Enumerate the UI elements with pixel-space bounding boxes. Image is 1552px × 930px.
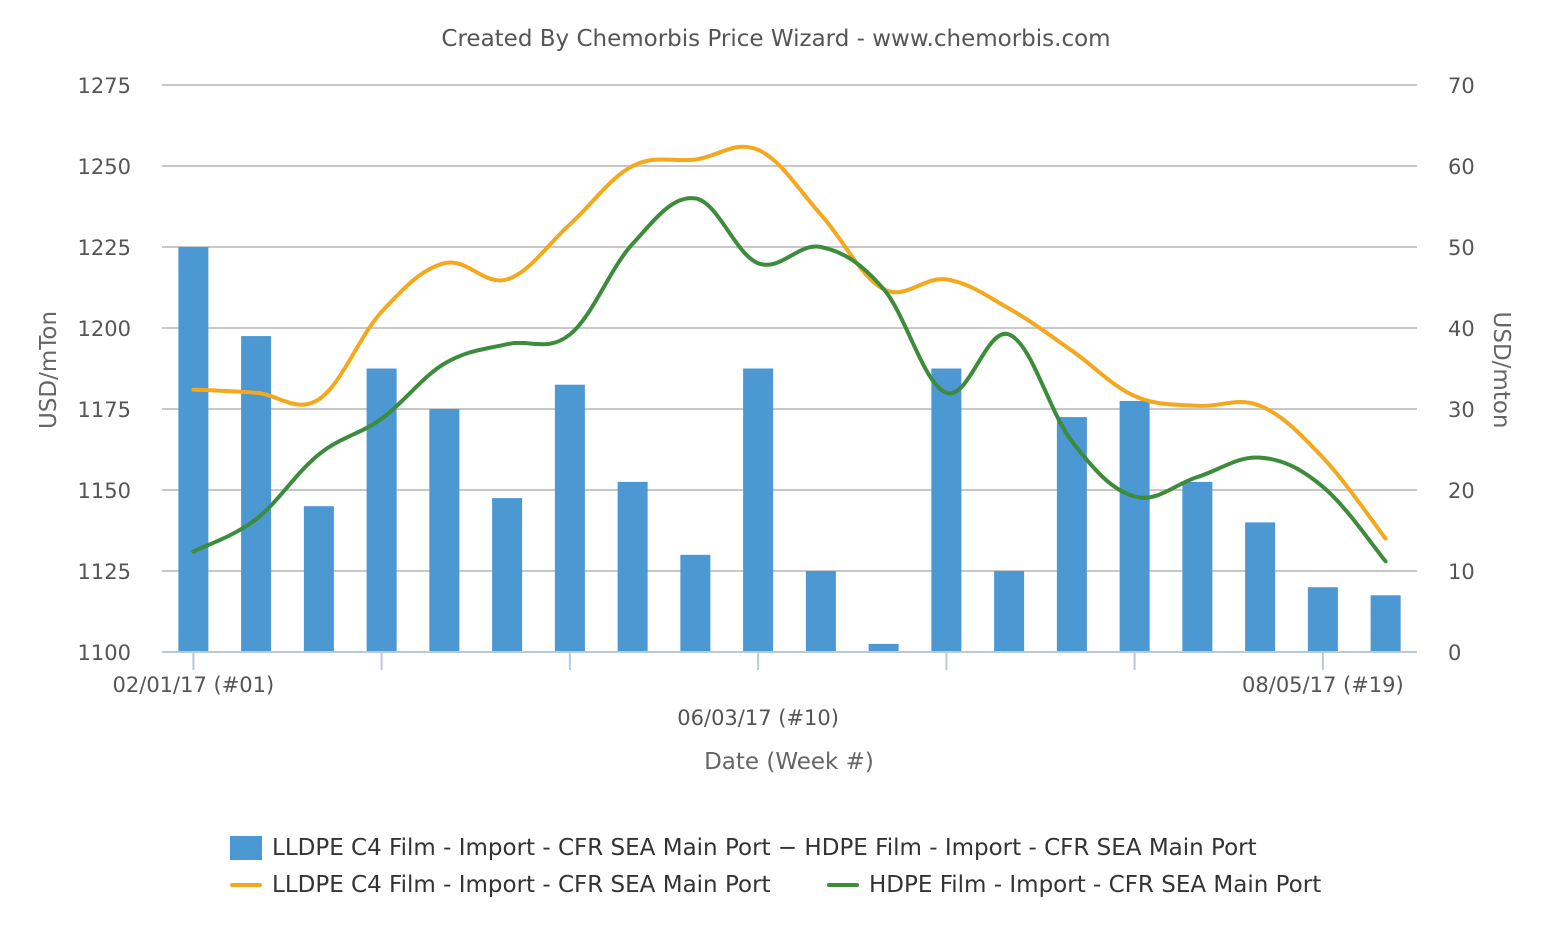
bar [680,554,711,652]
bar [554,384,585,652]
y-axis-label-left: USD/mTon [36,311,62,429]
bar [1307,587,1338,652]
x-axis-label: Date (Week #) [704,749,874,775]
line-lldpe [191,144,1388,541]
x-tick-label: 06/03/17 (#10) [677,706,839,730]
y-tick-label-right: 0 [1448,641,1461,665]
bar [868,643,899,652]
y-tick-label-left: 1100 [78,641,131,665]
x-tick-label: 02/01/17 (#01) [113,673,275,697]
y-tick-label-left: 1275 [78,74,131,98]
bar [1245,522,1276,652]
legend-swatch-bar [230,836,262,860]
bar [994,571,1025,652]
legend-item-hdpe[interactable]: HDPE Film - Import - CFR SEA Main Port [827,872,1321,898]
line-hdpe [191,196,1388,564]
y-tick-label-right: 10 [1448,560,1475,584]
y-tick-label-left: 1200 [78,317,131,341]
bar [805,571,836,652]
y-tick-label-right: 70 [1448,74,1475,98]
legend-swatch-lldpe [230,883,262,887]
bar [178,247,209,652]
bar [429,409,460,652]
bar [743,368,774,652]
chart-title: Created By Chemorbis Price Wizard - www.… [441,26,1111,52]
y-axis-label-right: USD/mton [1488,312,1514,429]
y-tick-label-right: 60 [1448,155,1475,179]
bar [1370,595,1401,652]
bar [241,336,272,652]
bar [1182,481,1213,652]
grid [162,84,1417,572]
legend-item-lldpe[interactable]: LLDPE C4 Film - Import - CFR SEA Main Po… [230,872,771,898]
y-tick-label-left: 1250 [78,155,131,179]
y-tick-label-left: 1175 [78,398,131,422]
bar [366,368,397,652]
y-tick-label-left: 1225 [78,236,131,260]
bar [617,481,648,652]
legend-item-difference[interactable]: LLDPE C4 Film - Import - CFR SEA Main Po… [230,835,1257,861]
y-tick-label-right: 30 [1448,398,1475,422]
bar [931,368,962,652]
legend-label-hdpe: HDPE Film - Import - CFR SEA Main Port [869,872,1322,898]
x-tick-label: 08/05/17 (#19) [1242,673,1404,697]
line-series [191,144,1388,564]
bar-series [178,247,1401,652]
bar [492,498,523,652]
y-tick-label-left: 1125 [78,560,131,584]
legend-swatch-hdpe [827,883,859,887]
y-tick-label-right: 50 [1448,236,1475,260]
bar [1119,400,1150,652]
legend-label-lldpe: LLDPE C4 Film - Import - CFR SEA Main Po… [272,872,771,898]
bar [303,506,334,652]
axes: 1275 70 1250 60 1225 50 1200 40 1175 30 1150 20 1125… [78,74,1475,730]
y-tick-label-right: 20 [1448,479,1475,503]
y-tick-label-right: 40 [1448,317,1475,341]
legend-label-difference: LLDPE C4 Film - Import - CFR SEA Main Po… [272,835,1257,861]
y-tick-label-left: 1150 [78,479,131,503]
